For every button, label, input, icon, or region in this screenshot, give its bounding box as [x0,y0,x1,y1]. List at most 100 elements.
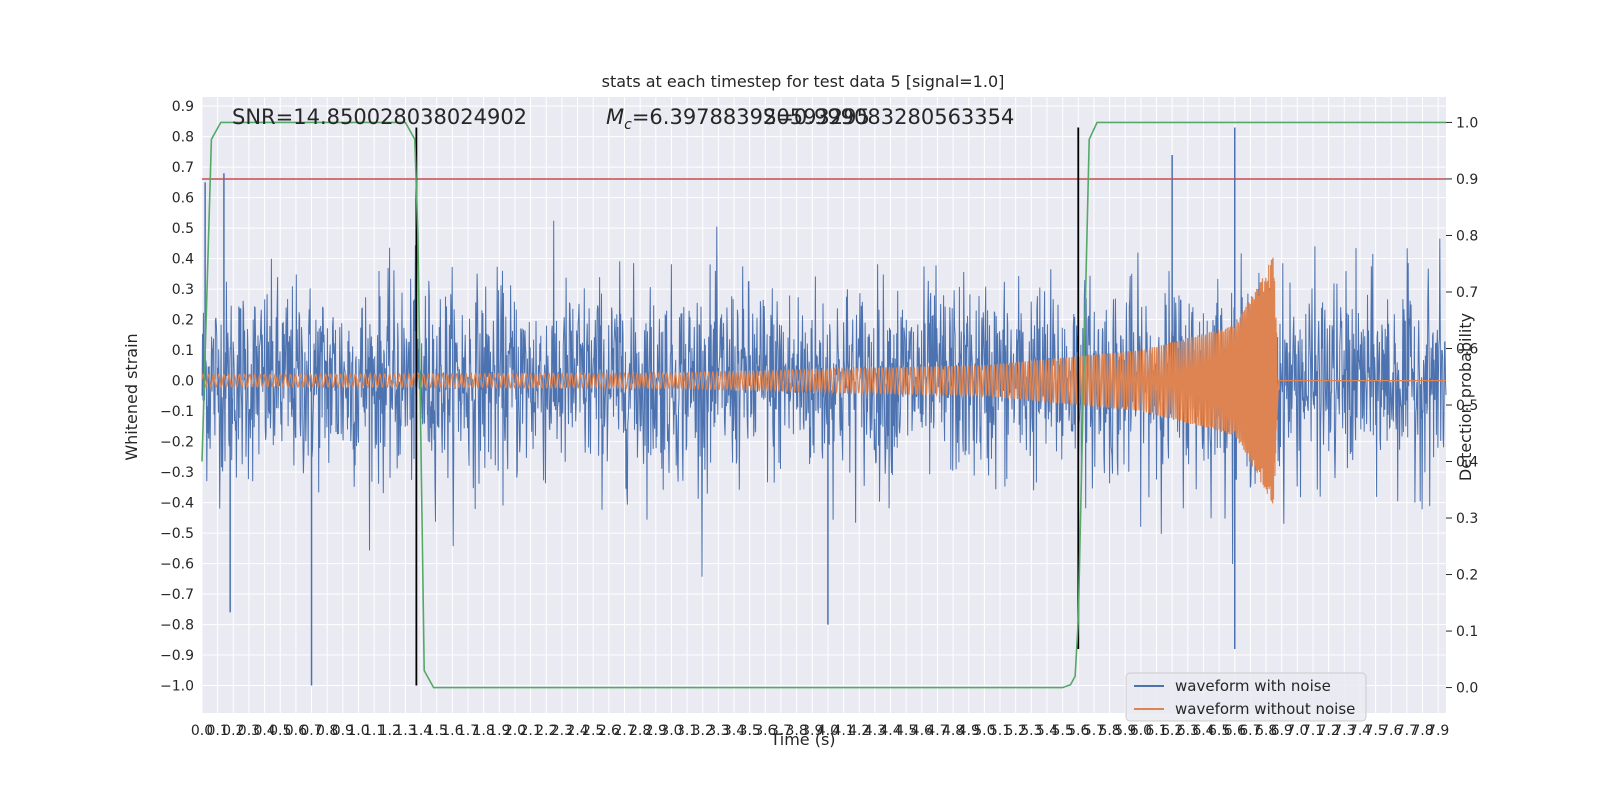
y2-tick-label: 0.5 [1456,398,1478,414]
y2-tick-label: 0.9 [1456,172,1478,188]
y2-axis-ticks: 1.0 0.9 0.8 0.7 0.6 0.5 0.4 0.3 0.2 0.1 0.0 [1446,115,1478,697]
y2-tick-label: 0.3 [1456,511,1478,527]
x-tick-label: 4.0 [817,723,839,739]
x-tick-label: 0.7 [300,723,322,739]
x-tick-label: 4.1 [832,723,854,739]
x-tick-label: 7.7 [1396,723,1418,739]
x-tick-label: 6.3 [1177,723,1199,739]
x-tick-label: 6.5 [1208,723,1230,739]
x-tick-label: 3.3 [707,723,729,739]
x-tick-label: 4.4 [879,723,901,739]
x-tick-label: 6.9 [1271,723,1293,739]
x-tick-label: 0.4 [253,723,275,739]
y-tick-label: 0.1 [172,343,194,359]
x-tick-label: 6.6 [1224,723,1246,739]
x-tick-label: 4.8 [942,723,964,739]
y-tick-label: −0.1 [160,404,194,420]
y-tick-label: −0.4 [160,496,194,512]
y-tick-label: 0.8 [172,130,194,146]
x-tick-label: 7.3 [1333,723,1355,739]
x-tick-label: 3.2 [692,723,714,739]
chirp-mass-annotation: Mc=6.397883920593295 [606,105,870,133]
x-tick-label: 2.7 [613,723,635,739]
x-tick-label: 4.3 [864,723,886,739]
x-tick-label: 5.5 [1051,723,1073,739]
x-tick-label: 6.4 [1192,723,1214,739]
x-tick-label: 5.0 [973,723,995,739]
x-tick-label: 2.1 [519,723,541,739]
x-tick-label: 5.1 [989,723,1011,739]
y2-tick-label: 0.8 [1456,228,1478,244]
x-tick-label: 6.7 [1239,723,1261,739]
y-tick-label: −0.5 [160,526,194,542]
y-tick-label: 0.7 [172,160,194,176]
x-tick-label: 1.7 [457,723,479,739]
legend-box [1125,672,1367,722]
chart-title: stats at each timestep for test data 5 [… [602,72,1005,91]
x-tick-label: 5.9 [1114,723,1136,739]
x-tick-label: 6.2 [1161,723,1183,739]
chirp-mass-subscript: c [624,117,632,133]
detection-probability-layer [201,121,1446,689]
x-tick-label: 3.1 [676,723,698,739]
x-tick-label: 1.2 [379,723,401,739]
x-tick-label: 3.7 [770,723,792,739]
x-tick-label: 4.2 [848,723,870,739]
chirp-mass-symbol: M [606,105,624,129]
y-tick-label: 0.0 [172,374,194,390]
x-tick-label: 5.7 [1083,723,1105,739]
overlap-annotation: S=0.999083280563354 [763,105,1014,129]
x-tick-label: 4.9 [958,723,980,739]
x-tick-label: 1.1 [363,723,385,739]
x-tick-label: 2.0 [504,723,526,739]
y2-tick-label: 0.2 [1456,568,1478,584]
x-tick-label: 3.0 [660,723,682,739]
y-tick-label: 0.3 [172,282,194,298]
x-tick-label: 6.8 [1255,723,1277,739]
y-tick-label: −0.3 [160,465,194,481]
x-tick-label: 1.5 [426,723,448,739]
y-tick-label: 0.2 [172,313,194,329]
snr-annotation: SNR=14.850028038024902 [232,105,527,129]
x-tick-label: 1.8 [473,723,495,739]
x-tick-label: 2.5 [582,723,604,739]
x-axis-label: Time (s) [769,730,835,749]
x-tick-label: 2.6 [598,723,620,739]
x-tick-label: 7.5 [1364,723,1386,739]
x-tick-label: 0.0 [191,723,213,739]
x-tick-label: 0.2 [222,723,244,739]
x-tick-label: 4.5 [895,723,917,739]
x-tick-label: 3.5 [739,723,761,739]
x-tick-label: 1.9 [488,723,510,739]
x-tick-label: 2.3 [551,723,573,739]
x-tick-label: 2.2 [535,723,557,739]
waveform-without-noise-layer [201,257,1446,504]
x-tick-label: 7.0 [1286,723,1308,739]
x-tick-label: 7.2 [1318,723,1340,739]
x-tick-label: 2.8 [629,723,651,739]
y-tick-label: −0.6 [160,557,194,573]
y-tick-label: −0.9 [160,648,194,664]
x-tick-label: 5.8 [1098,723,1120,739]
y2-tick-label: 1.0 [1456,115,1478,131]
legend-label-noise: waveform with noise [1175,677,1331,695]
y2-axis-label: Detection probability [1456,313,1475,481]
x-tick-label: 3.6 [754,723,776,739]
x-tick-label: 7.8 [1411,723,1433,739]
x-tick-label: 4.7 [926,723,948,739]
x-tick-label: 1.4 [410,723,432,739]
x-tick-label: 1.6 [441,723,463,739]
x-tick-label: 2.4 [566,723,588,739]
y2-tick-label: 0.1 [1456,624,1478,640]
x-tick-label: 1.0 [347,723,369,739]
chirp-mass-value: =6.397883920593295 [632,105,870,129]
y-tick-label: 0.5 [172,221,194,237]
y-tick-label: 0.6 [172,191,194,207]
x-tick-label: 3.8 [785,723,807,739]
y-axis-label: Whitened strain [122,333,141,460]
x-tick-label: 0.3 [238,723,260,739]
x-tick-label: 4.6 [911,723,933,739]
x-tick-label: 0.1 [207,723,229,739]
x-tick-label: 0.6 [285,723,307,739]
